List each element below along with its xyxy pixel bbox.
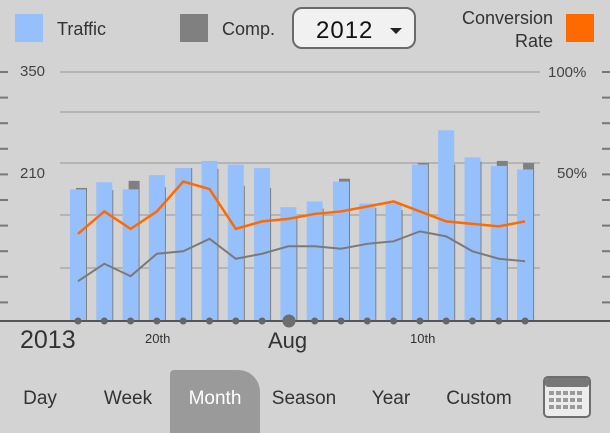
y-right-tick-50: 50% bbox=[557, 165, 588, 182]
traffic-chart bbox=[0, 71, 610, 328]
timeline-dot bbox=[153, 317, 161, 325]
timeline-year-label: 2013 bbox=[20, 326, 76, 354]
conversion-legend-line2: Rate bbox=[514, 31, 553, 51]
traffic-bar bbox=[359, 203, 376, 321]
timeline-label-20th: 20th bbox=[145, 331, 171, 346]
timeline-dot bbox=[258, 317, 266, 325]
traffic-bar bbox=[175, 168, 192, 321]
traffic-bar bbox=[148, 175, 165, 321]
traffic-bar bbox=[96, 182, 113, 321]
conversion-legend-swatch bbox=[566, 14, 594, 42]
comparison-rate-line bbox=[77, 230, 526, 282]
traffic-bar bbox=[411, 164, 428, 321]
traffic-bar bbox=[385, 203, 402, 321]
timeline-dot bbox=[469, 317, 476, 325]
timeline-label-aug[interactable]: Aug bbox=[268, 328, 308, 353]
conversion-legend-line1: Conversion bbox=[461, 8, 553, 28]
comp-legend-swatch bbox=[180, 14, 208, 42]
tab-season[interactable]: Season bbox=[271, 388, 337, 409]
traffic-bar bbox=[254, 168, 271, 321]
timeline-dot bbox=[232, 317, 240, 325]
traffic-bar bbox=[306, 201, 323, 321]
timeline-dot bbox=[100, 317, 108, 325]
traffic-bar bbox=[333, 181, 349, 321]
timeline-dot bbox=[311, 317, 319, 325]
timeline-dot bbox=[416, 317, 424, 325]
conversion-legend-label: Conversion Rate bbox=[443, 7, 553, 53]
traffic-legend-swatch bbox=[15, 14, 43, 42]
traffic-bar bbox=[464, 157, 481, 321]
traffic-bar bbox=[490, 165, 507, 321]
year-select[interactable]: 2012 bbox=[292, 7, 416, 49]
year-select-value: 2012 bbox=[316, 17, 374, 44]
tab-custom[interactable]: Custom bbox=[446, 388, 512, 409]
traffic-bar bbox=[517, 169, 534, 321]
conversion-rate-line bbox=[77, 180, 526, 235]
y-left-tick-350: 350 bbox=[20, 63, 46, 80]
traffic-bar bbox=[70, 189, 86, 321]
period-tab-bar: Day Week Month Season Year Custom bbox=[0, 370, 530, 433]
tab-month[interactable]: Month bbox=[170, 370, 260, 433]
timeline-dot bbox=[337, 317, 345, 325]
traffic-legend-label: Traffic bbox=[57, 19, 107, 39]
tab-week[interactable]: Week bbox=[103, 388, 153, 409]
calendar-icon[interactable] bbox=[543, 376, 591, 418]
traffic-bar bbox=[280, 207, 297, 321]
timeline-dot bbox=[179, 317, 187, 325]
timeline-dot bbox=[521, 317, 529, 325]
timeline-dot bbox=[495, 317, 503, 325]
timeline-dot bbox=[390, 317, 398, 325]
y-left-tick-210: 210 bbox=[20, 165, 46, 182]
tab-day[interactable]: Day bbox=[23, 388, 57, 409]
chevron-down-icon bbox=[390, 28, 402, 34]
timeline-dot bbox=[206, 317, 213, 325]
traffic-bar bbox=[201, 160, 218, 321]
timeline-dot bbox=[74, 317, 82, 325]
timeline-handle[interactable] bbox=[282, 314, 296, 328]
traffic-bar bbox=[438, 130, 455, 321]
traffic-bar bbox=[227, 164, 244, 321]
tab-year[interactable]: Year bbox=[371, 388, 411, 409]
timeline-dot bbox=[127, 317, 135, 325]
timeline-dot bbox=[363, 317, 371, 325]
timeline-label-10th: 10th bbox=[410, 331, 436, 346]
y-right-tick-100: 100% bbox=[548, 64, 587, 81]
timeline-dot bbox=[442, 317, 450, 325]
traffic-bar bbox=[122, 189, 139, 321]
comp-legend-label: Comp. bbox=[222, 19, 276, 39]
